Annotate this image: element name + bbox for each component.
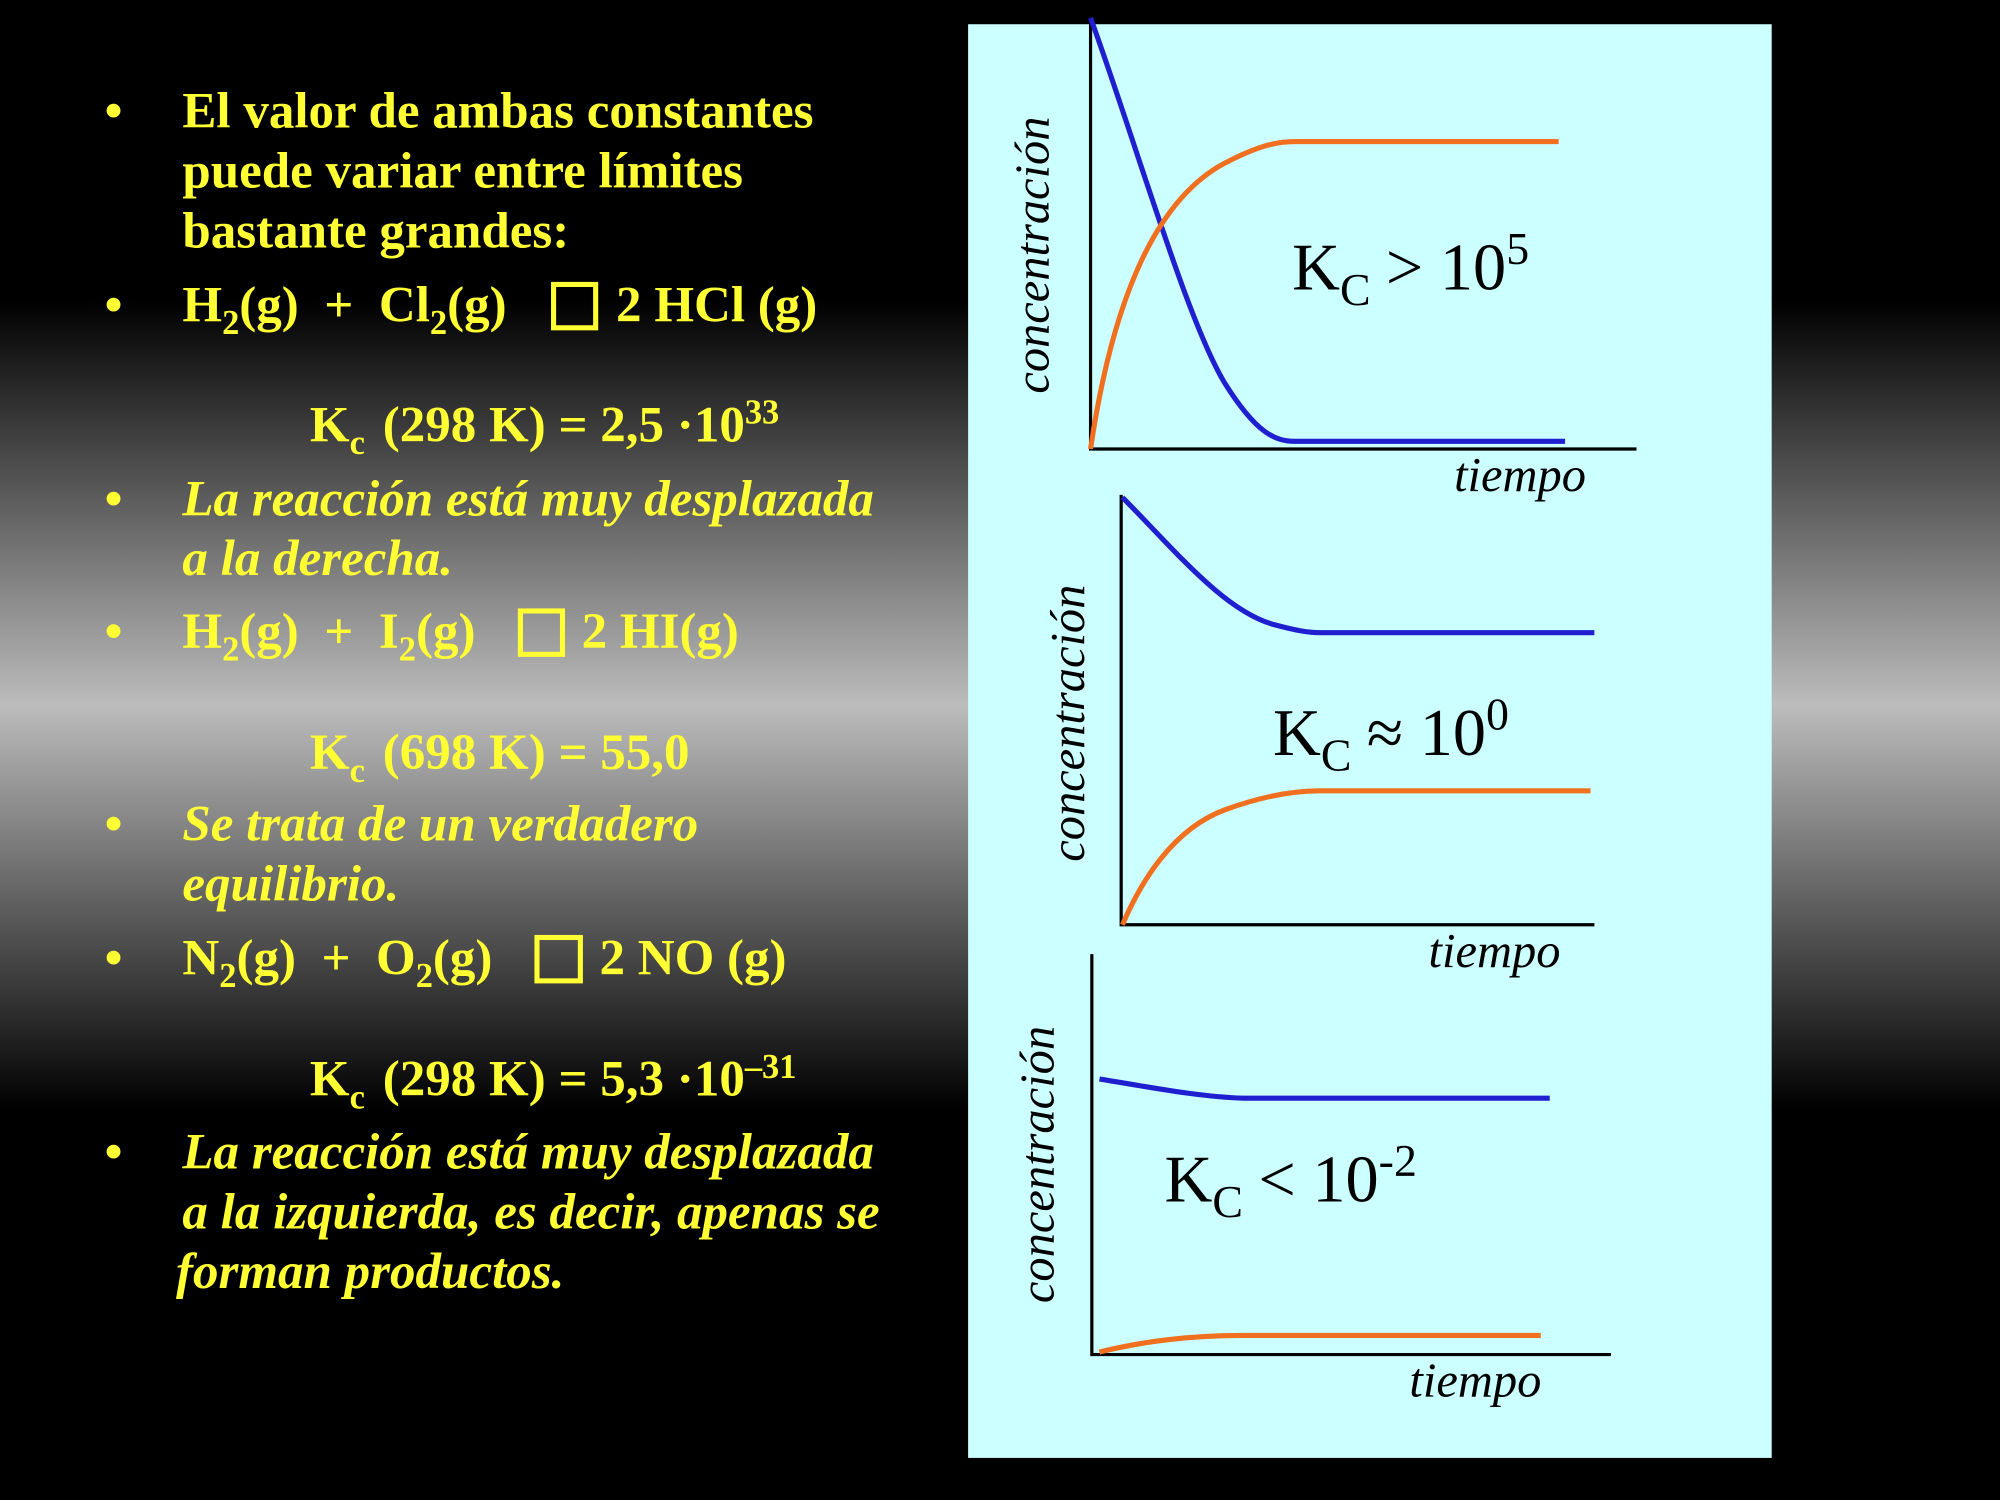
text-line: El valor de ambas constantes	[182, 84, 813, 140]
symbol: K	[1273, 697, 1321, 770]
product-curve	[1088, 139, 1559, 450]
text-line: Se trata de un verdadero	[182, 797, 698, 853]
product: 2 HCl (g)	[616, 277, 817, 333]
symbol: (g) + Cl	[239, 277, 430, 333]
text-line: a la izquierda, es decir, apenas se	[182, 1184, 879, 1240]
symbol: K	[310, 1052, 350, 1108]
symbol: (g) + I	[239, 604, 398, 660]
reaction: N2(g) + O2(g)	[182, 930, 492, 995]
constant-label: KC < 10-2	[1165, 1135, 1417, 1227]
bullet: •	[105, 604, 123, 660]
product-curve	[1120, 788, 1591, 926]
subscript: c	[350, 752, 365, 790]
x-axis-label: tiempo	[1454, 449, 1586, 502]
graph: concentración tiempo KC > 105	[1006, 16, 1637, 502]
symbol: < 10	[1258, 1144, 1378, 1217]
reaction: H2(g) + Cl2(g)	[182, 277, 506, 342]
subscript: 2	[222, 631, 239, 669]
subscript: C	[1321, 729, 1352, 780]
superscript: 5	[1506, 223, 1529, 274]
bullet: •	[105, 277, 123, 333]
symbol: (698 K) = 55,0	[383, 725, 690, 781]
symbol: N	[182, 930, 219, 986]
bullet: •	[105, 930, 123, 986]
subscript: 2	[399, 631, 416, 669]
symbol: (g)	[433, 930, 493, 986]
axes	[1119, 494, 1595, 927]
x-axis-label: tiempo	[1409, 1355, 1541, 1408]
symbol: K	[1292, 232, 1340, 305]
text-line: La reacción está muy desplazada	[181, 1124, 873, 1180]
constant: Kc (698 K) = 55,0	[310, 725, 690, 790]
reaction: H2(g) + I2(g)	[182, 604, 475, 669]
constant-label: KC ≈ 100	[1273, 689, 1509, 781]
graph: concentración tiempo KC ≈ 100	[1042, 494, 1595, 978]
product-curve	[1098, 1332, 1541, 1355]
arrow-box	[517, 608, 566, 657]
graph: concentración tiempo KC < 10-2	[1012, 954, 1611, 1408]
constant: Kc (298 K) = 2,5 ·1033	[310, 393, 779, 462]
reactant-curve	[1088, 16, 1566, 444]
arrow-box	[534, 934, 583, 984]
axes	[1090, 954, 1611, 1357]
arrow-box	[551, 281, 599, 331]
x-axis-label: tiempo	[1429, 925, 1561, 978]
constant: Kc (298 K) = 5,3 ·10–31	[310, 1048, 797, 1117]
symbol: ≈ 10	[1367, 697, 1486, 770]
y-axis-label: concentración	[1012, 1026, 1065, 1303]
superscript: 0	[1486, 689, 1509, 740]
symbol: K	[310, 725, 350, 781]
text-line: forman productos.	[176, 1244, 564, 1300]
y-axis-label: concentración	[1042, 585, 1095, 862]
symbol: (298 K) = 2,5 ·10	[383, 397, 745, 453]
symbol: (g)	[416, 604, 476, 660]
subscript: C	[1340, 264, 1371, 315]
subscript: c	[350, 424, 365, 462]
bullet: •	[105, 1124, 123, 1180]
reactant-curve	[1099, 1076, 1550, 1101]
diagram-panel	[968, 24, 1772, 1458]
text-line: puede variar entre límites	[182, 144, 743, 200]
subscript: c	[350, 1078, 365, 1116]
bullet: •	[105, 471, 123, 527]
symbol: K	[310, 397, 350, 453]
superscript: –31	[744, 1048, 797, 1086]
text-line: bastante grandes:	[182, 203, 569, 259]
product: 2 NO (g)	[599, 930, 786, 986]
symbol: H	[182, 604, 222, 660]
symbol: H	[182, 277, 222, 333]
symbol: (g) + O	[236, 930, 415, 986]
bullet: •	[105, 797, 123, 853]
symbol: > 10	[1386, 232, 1506, 305]
bullet: •	[105, 84, 123, 140]
subscript: 2	[430, 304, 447, 342]
symbol: (298 K) = 5,3 ·10	[383, 1052, 745, 1108]
text-line: a la derecha.	[182, 531, 453, 587]
bullet-list: • • • • • • • El valor de ambas constant…	[105, 84, 880, 1301]
symbol: K	[1165, 1144, 1213, 1217]
y-axis-label: concentración	[1006, 117, 1059, 394]
subscript: 2	[222, 304, 239, 342]
reactant-curve	[1120, 495, 1595, 636]
superscript: -2	[1379, 1135, 1417, 1186]
product: 2 HI(g)	[582, 604, 739, 660]
text-line: equilibrio.	[182, 857, 399, 913]
superscript: 33	[745, 393, 779, 431]
text-line: La reacción está muy desplazada	[181, 471, 873, 527]
subscript: C	[1212, 1176, 1243, 1227]
symbol: (g)	[447, 277, 507, 333]
subscript: 2	[416, 957, 433, 995]
constant-label: KC > 105	[1292, 223, 1529, 315]
subscript: 2	[219, 957, 236, 995]
